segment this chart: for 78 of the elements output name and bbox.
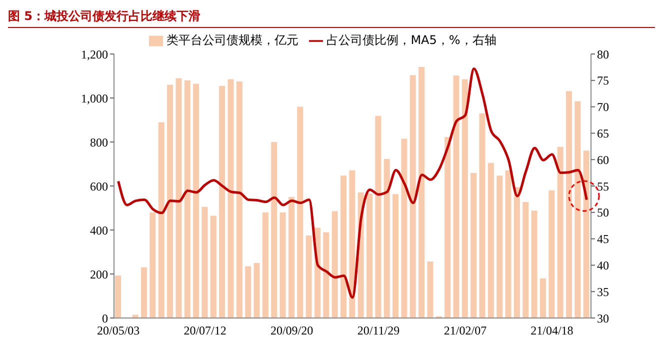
bar (332, 211, 338, 318)
y2-tick-label: 40 (597, 258, 609, 272)
bar (488, 162, 494, 318)
y2-tick-label: 70 (597, 100, 609, 114)
y2-tick-label: 65 (597, 126, 609, 140)
y-tick-label: 1,200 (81, 47, 108, 62)
bar (219, 86, 226, 318)
bar (176, 78, 182, 318)
bar (566, 91, 572, 318)
bar (210, 216, 216, 318)
chart-title: 图 5：城投公司债发行占比继续下滑 (8, 8, 655, 28)
bar (202, 206, 208, 318)
y2-tick-label: 35 (597, 284, 609, 299)
bar (470, 173, 477, 318)
x-tick-label: 20/07/12 (184, 324, 226, 338)
bar (574, 101, 581, 318)
bar (184, 80, 190, 318)
bar (236, 82, 242, 318)
bar (410, 75, 416, 318)
y-tick-label: 0 (102, 311, 108, 326)
legend-label: 类平台公司债规模，亿元 (166, 33, 299, 47)
bar (115, 276, 121, 318)
bar (462, 79, 468, 318)
bar (496, 176, 503, 318)
bar (583, 150, 590, 318)
y2-tick-label: 30 (597, 311, 609, 326)
bar (245, 266, 252, 318)
y-tick-label: 800 (90, 135, 108, 150)
bar (375, 116, 382, 318)
bar (444, 136, 451, 318)
y2-tick-label: 80 (597, 47, 609, 62)
bar (514, 187, 520, 318)
x-tick-label: 20/09/20 (270, 324, 314, 338)
bar (262, 212, 268, 318)
bar (548, 190, 555, 318)
bar (540, 278, 546, 318)
x-tick-label: 21/04/18 (530, 324, 574, 338)
bar (557, 146, 564, 318)
y2-tick-label: 75 (597, 74, 609, 88)
y2-tick-label: 50 (597, 206, 609, 220)
bar (297, 106, 304, 318)
bar (349, 170, 356, 318)
y2-tick-label: 60 (597, 152, 609, 167)
bar (427, 261, 434, 318)
y2-tick-label: 55 (597, 179, 609, 194)
bar (228, 79, 234, 318)
bar (167, 84, 174, 318)
bar (271, 142, 278, 318)
bar (141, 267, 148, 318)
bar (505, 170, 512, 318)
bar (366, 193, 373, 318)
bar (392, 194, 399, 318)
bar (132, 314, 138, 318)
bar (340, 176, 346, 318)
bar (288, 197, 294, 318)
bar (306, 236, 312, 318)
bar (453, 76, 460, 318)
bar (150, 212, 156, 318)
bar (479, 113, 486, 318)
bar (323, 232, 330, 318)
y-tick-label: 1,000 (81, 91, 108, 106)
bar (522, 202, 529, 318)
x-tick-label: 20/11/29 (357, 324, 400, 338)
y-tick-label: 200 (90, 267, 108, 282)
x-tick-label: 20/05/03 (97, 324, 140, 338)
bar (384, 158, 390, 318)
x-tick-label: 21/02/07 (444, 324, 487, 338)
bar (401, 138, 408, 318)
bar (158, 122, 164, 318)
y-tick-label: 400 (90, 223, 108, 238)
y-tick-label: 600 (90, 179, 108, 194)
bar (531, 210, 538, 318)
bar (193, 84, 200, 318)
y2-tick-label: 45 (597, 232, 609, 246)
bar (280, 212, 286, 318)
bar (254, 263, 260, 318)
bar (418, 66, 425, 318)
legend-label: 占公司债比例，MA5，%，右轴 (326, 33, 496, 47)
